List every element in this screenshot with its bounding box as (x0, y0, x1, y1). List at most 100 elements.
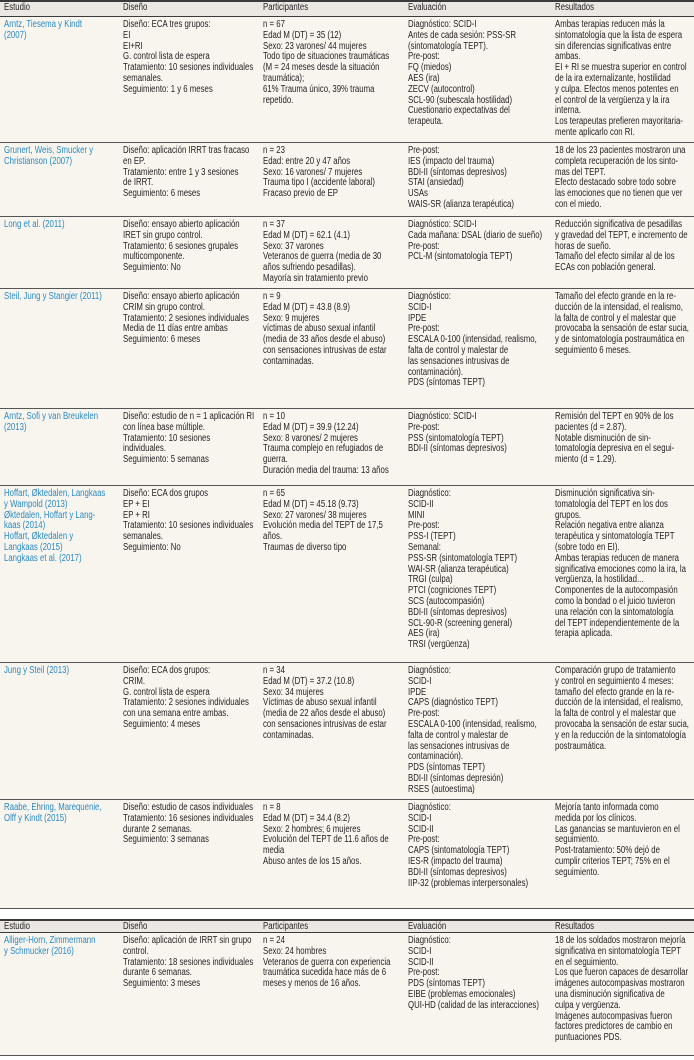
text-line: Notable disminución de sin- (555, 432, 651, 444)
text-line[interactable]: Olff y Kindt (2015) (4, 812, 67, 824)
text-line: Seguimiento: No (123, 541, 181, 553)
text-line[interactable]: y Schmucker (2016) (4, 945, 74, 957)
text-line[interactable]: Arntz, Sofi y van Breukelen (4, 411, 99, 422)
cell-estudio[interactable]: Jung y Steil (2013) (4, 665, 118, 677)
text-line: en el seguimiento. (555, 956, 619, 968)
text-line: tomatología depresiva en el segui- (555, 443, 675, 455)
text-line[interactable]: Langkaas (2015) (4, 541, 63, 553)
text-line[interactable]: Arntz, Tiesema y Kindt (4, 19, 83, 30)
cell-text: Diseño: ensayo abierto aplicación IRET si… (123, 219, 258, 274)
text-line: años. (263, 531, 283, 543)
study-reference-link[interactable]: Arntz, Tiesema y Kindt (2007) (4, 19, 118, 42)
text-line: la falta de control y el malestar que (555, 312, 676, 324)
text-line: mas del TEPT. (555, 166, 606, 178)
text-line: miento (d = 1.29). (555, 454, 617, 466)
cell-evaluacion: Diagnóstico: SCID-I Pre-post: PSS (sintoma… (408, 411, 550, 455)
text-line[interactable]: (2013) (4, 421, 27, 433)
text-line: durante 2 semanas. (123, 823, 192, 835)
cell-estudio[interactable]: Arntz, Tiesema y Kindt (2007) (4, 19, 118, 42)
text-line: PSS (sintomatología TEPT) (408, 432, 504, 444)
text-line[interactable]: Langkaas et al. (2017) (4, 552, 82, 564)
text-line: CRIM. (123, 675, 146, 687)
study-reference-link[interactable]: Steil, Jung y Stangier (2011) (4, 291, 118, 303)
cell-evaluacion: Pre-post: IES (impacto del trauma) BDI-II … (408, 145, 550, 211)
text-line: guerra. (263, 454, 288, 466)
text-line: con el miedo. (555, 198, 602, 210)
text-line[interactable]: Jung y Steil (2013) (4, 665, 70, 676)
text-line: Sexo: 16 varones/ 7 mujeres (263, 166, 363, 178)
text-line: BDI-II (síntomas depresivos) (408, 166, 507, 178)
cell-diseno: Diseño: ECA tres grupos: EI EI+RI G. contro… (123, 19, 258, 96)
cell-diseno: Diseño: ECA dos grupos EP + EI EP + RI Trat… (123, 488, 258, 554)
text-line: n = 65 (263, 488, 285, 499)
text-line[interactable]: Long et al. (2011) (4, 219, 65, 230)
column-header-wrap: Resultados (555, 2, 691, 14)
text-line: media (263, 845, 285, 857)
text-line: IIP-32 (problemas interpersonales) (408, 877, 529, 889)
text-line: Comparación grupo de tratamiento (555, 665, 676, 676)
text-line: y control en seguimiento 4 meses: (555, 675, 674, 687)
cell-text: Diagnóstico: SCID-I Pre-post: PSS (sintoma… (408, 411, 550, 455)
text-line: Tamaño del efecto similar al de los (555, 251, 675, 263)
table-row: Steil, Jung y Stangier (2011) Diseño: ens… (0, 289, 694, 409)
text-line: Los que fueron capaces de desarrollar (555, 967, 689, 979)
text-line[interactable]: Christianson (2007) (4, 155, 73, 167)
text-line: de la ira externalizante, hostilidad (555, 72, 671, 84)
cell-text: 18 de los 23 pacientes mostraron una comp… (555, 145, 691, 211)
text-line: Veteranos de guerra (media de 30 (263, 251, 382, 263)
text-line[interactable]: Grunert, Weis, Smucker y (4, 145, 94, 156)
cell-diseno: Diseño: aplicación IRRT tras fracaso en E… (123, 145, 258, 200)
cell-text: n = 67 Edad M (DT) = 35 (12) Sexo: 23 varo… (263, 19, 403, 106)
text-line: (sobre todo en EI). (555, 541, 620, 553)
text-line: 18 de los 23 pacientes mostraron una (555, 145, 686, 156)
text-line: ECAs con población general. (555, 262, 656, 274)
cell-estudio[interactable]: Raabe, Ehring, Marequenie, Olff y Kindt (… (4, 802, 118, 825)
cell-estudio[interactable]: Grunert, Weis, Smucker y Christianson (20… (4, 145, 118, 168)
text-line: ESCALA 0-100 (intensidad, realismo, (408, 334, 537, 346)
text-line: Trauma complejo en refugiados de (263, 443, 384, 455)
study-reference-link[interactable]: Raabe, Ehring, Marequenie, Olff y Kindt (… (4, 802, 118, 825)
text-line: Reducción significativa de pesadillas (555, 219, 683, 230)
cell-text: Mejoría tanto informada como medida por l… (555, 802, 691, 879)
cell-evaluacion: Diagnóstico: SCID-I Cada mañana: DSAL (di… (408, 219, 550, 263)
study-reference-link[interactable]: Long et al. (2011) (4, 219, 118, 231)
text-line: IRET sin grupo control. (123, 229, 203, 241)
text-line: SCS (autocompasión) (408, 595, 485, 607)
study-reference-link[interactable]: Arntz, Sofi y van Breukelen (2013) (4, 411, 118, 434)
cell-text: Diagnóstico: SCID-II MINI Pre-post: PSS-I (T… (408, 488, 550, 651)
cell-estudio[interactable]: Hoffart, Øktedalen, Langkaas y Wampold (2… (4, 488, 118, 565)
cell-estudio[interactable]: Long et al. (2011) (4, 219, 118, 231)
cell-diseno: Diseño: ECA dos grupos: CRIM. G. control l… (123, 665, 258, 731)
text-line[interactable]: (2007) (4, 29, 27, 41)
table-row: Arntz, Tiesema y Kindt (2007) Diseño: ECA … (0, 17, 694, 143)
text-line[interactable]: Alliger-Horn, Zimmermann (4, 935, 96, 946)
text-line: EI+RI (123, 40, 143, 52)
text-line: Relación negativa entre alianza (555, 520, 664, 532)
text-line[interactable]: y Wampold (2013) (4, 498, 68, 510)
cell-estudio[interactable]: Steil, Jung y Stangier (2011) (4, 291, 118, 303)
cell-estudio[interactable]: Arntz, Sofi y van Breukelen (2013) (4, 411, 118, 434)
text-line[interactable]: Hoffart, Øktedalen, Langkaas (4, 488, 106, 499)
text-line[interactable]: Øktedalen, Hoffart y Lang- (4, 509, 96, 521)
cell-text: Tamaño del efecto grande en la re-ducció… (555, 291, 691, 357)
cell-estudio[interactable]: Alliger-Horn, Zimmermann y Schmucker (201… (4, 935, 118, 958)
text-line: Pre-post: (408, 708, 440, 720)
study-reference-link[interactable]: Jung y Steil (2013) (4, 665, 118, 677)
text-line[interactable]: Steil, Jung y Stangier (2011) (4, 291, 102, 302)
text-line[interactable]: kaas (2014) (4, 520, 46, 532)
text-line[interactable]: Raabe, Ehring, Marequenie, (4, 802, 102, 813)
text-line[interactable]: Hoffart, Øktedalen y (4, 531, 74, 543)
study-reference-link[interactable]: Grunert, Weis, Smucker y Christianson (20… (4, 145, 118, 168)
study-reference-link[interactable]: Alliger-Horn, Zimmermann y Schmucker (201… (4, 935, 118, 958)
text-line: MINI (408, 509, 425, 521)
study-reference-link[interactable]: Hoffart, Øktedalen, Langkaas y Wampold (2… (4, 488, 118, 565)
text-line: CAPS (sintomatología TEPT) (408, 845, 510, 857)
column-header-label: Resultados (555, 921, 595, 932)
text-line: BDI-II (síntomas depresión) (408, 772, 504, 784)
text-line: del TEPT independientemente de la (555, 617, 680, 629)
text-line: (M = 24 meses desde la situación (263, 62, 380, 74)
text-line: EIBE (problemas emocionales) (408, 988, 516, 1000)
column-header-participantes: Participantes (263, 2, 403, 14)
text-line: semanales. (123, 72, 163, 84)
text-line: una relación con la sintomatología (555, 606, 674, 618)
